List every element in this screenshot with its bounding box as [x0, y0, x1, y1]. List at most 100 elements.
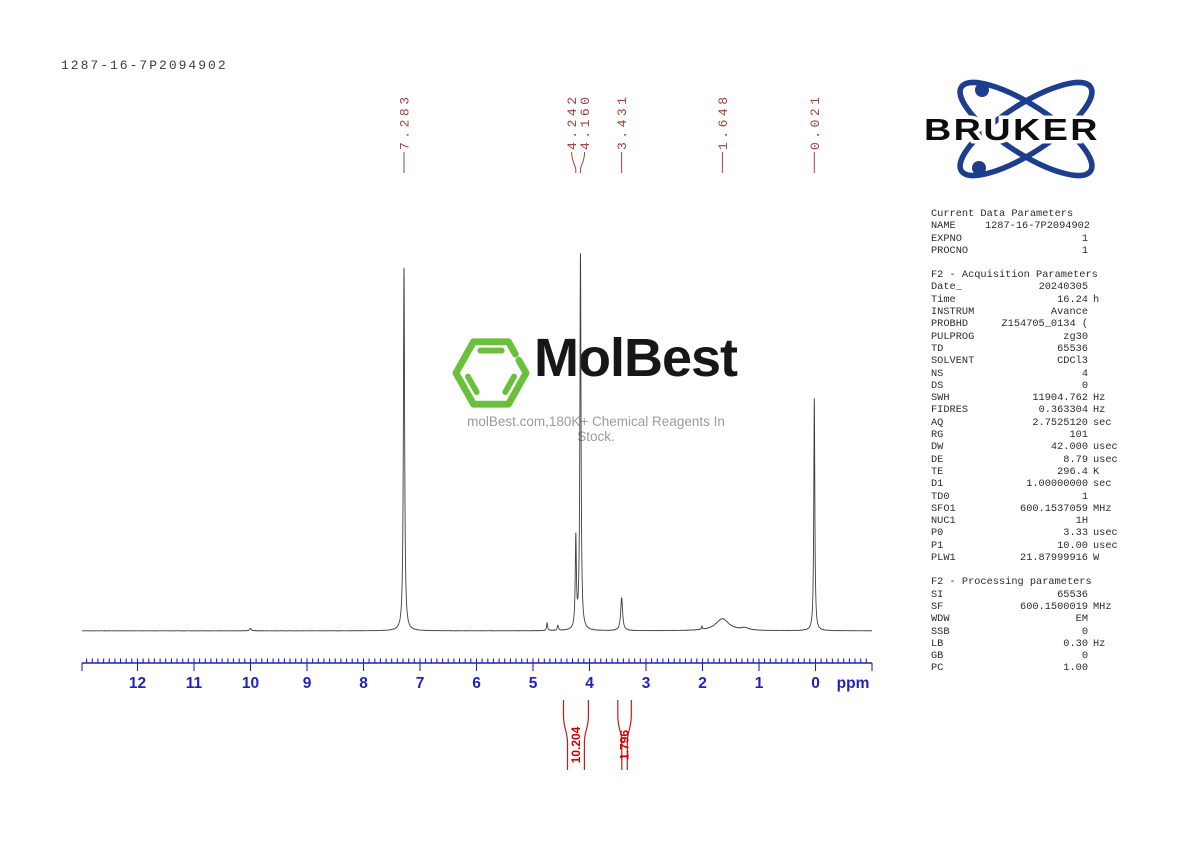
param-name: PULPROG [931, 330, 975, 343]
param-name: EXPNO [931, 232, 962, 245]
param-unit [1088, 662, 1130, 674]
param-row: NUC1 1H [931, 515, 1130, 527]
axis-tick-label: 4 [585, 675, 594, 692]
param-unit [1088, 233, 1130, 245]
peak-shift-label: 1.648 [716, 93, 731, 150]
axis-tick-label: 11 [186, 675, 203, 692]
axis-tick-label: 3 [642, 675, 651, 692]
param-row: NS 4 [931, 368, 1130, 380]
param-value: 16.24 [1057, 293, 1088, 306]
param-name: WDW [931, 613, 950, 626]
ppm-axis: 12 11 10 9 8 7 6 5 4 3 2 1 0 ppm [81, 658, 873, 692]
axis-unit-label: ppm [837, 675, 870, 692]
param-name: P0 [931, 527, 944, 540]
param-unit [1088, 318, 1130, 330]
param-unit [1088, 491, 1130, 503]
axis-tick-label: 7 [416, 675, 425, 692]
integral-bracket-right [626, 700, 632, 770]
param-value: 0 [1081, 379, 1088, 392]
param-row: PLW1 21.87999916 W [931, 552, 1130, 564]
param-value: 0.363304 [1038, 404, 1088, 417]
axis-tick-label: 10 [242, 675, 259, 692]
param-name: NUC1 [931, 515, 956, 528]
param-row: EXPNO 1 [931, 233, 1130, 245]
param-value: 2.7525120 [1032, 416, 1088, 429]
orbit-dot [975, 83, 989, 97]
param-value: 0 [1081, 650, 1088, 663]
param-value: 20240305 [1038, 281, 1088, 294]
param-value: 0.30 [1063, 637, 1088, 650]
param-row: TD 65536 [931, 343, 1130, 355]
param-unit [1088, 368, 1130, 380]
peak-tick-line [571, 151, 577, 173]
peak-shift-label: 3.431 [615, 93, 630, 150]
param-value: 1.00 [1063, 662, 1088, 675]
param-value: Z154705_0134 ( [1001, 318, 1088, 331]
param-value: 65536 [1057, 588, 1088, 601]
param-row: PROCNO 1 [931, 245, 1130, 257]
param-name: PROCNO [931, 244, 969, 257]
param-unit: MHz [1093, 600, 1112, 613]
param-row: Date_ 20240305 [931, 281, 1130, 293]
sample-id-title: 1287-16-7P2094902 [61, 58, 228, 73]
param-name: TE [931, 465, 944, 478]
param-unit: K [1093, 465, 1100, 478]
axis-tick-label: 12 [129, 675, 146, 692]
bruker-wordmark: BRUKER [924, 112, 1100, 147]
param-row: WDW EM [931, 613, 1130, 625]
param-name: TD [931, 342, 944, 355]
param-name: SF [931, 600, 944, 613]
param-name: NS [931, 367, 944, 380]
param-value: zg30 [1063, 330, 1088, 343]
param-unit: sec [1093, 416, 1112, 429]
integral-bracket-left [562, 700, 569, 770]
molbest-brand-text: MolBest [534, 328, 738, 388]
param-row: NAME 1287-16-7P2094902 [931, 220, 1130, 232]
param-row: DS 0 [931, 380, 1130, 392]
integral-bracket-left [617, 700, 623, 770]
param-row: GB 0 [931, 650, 1130, 662]
param-name: D1 [931, 478, 944, 491]
param-row: SI 65536 [931, 589, 1130, 601]
param-unit [1088, 245, 1130, 257]
axis-tick-label: 6 [472, 675, 481, 692]
param-section-header: F2 - Acquisition Parameters [931, 269, 1098, 282]
param-row: DE 8.79 usec [931, 454, 1130, 466]
param-unit [1090, 220, 1130, 232]
param-value: 1.00000000 [1026, 478, 1088, 491]
param-row: D1 1.00000000 sec [931, 478, 1130, 490]
param-value: 296.4 [1057, 465, 1088, 478]
param-section: F2 - Processing parameters SI 65536 SF 600.1… [931, 576, 1130, 674]
param-row: AQ 2.7525120 sec [931, 417, 1130, 429]
param-name: SFO1 [931, 502, 956, 515]
param-unit [1088, 281, 1130, 293]
param-name: PC [931, 662, 944, 675]
param-row: P0 3.33 usec [931, 527, 1130, 539]
param-name: FIDRES [931, 404, 969, 417]
param-unit: Hz [1093, 392, 1106, 405]
param-unit: sec [1093, 478, 1112, 491]
param-unit: usec [1093, 527, 1118, 540]
param-unit: h [1093, 293, 1100, 306]
param-value: CDCl3 [1057, 355, 1088, 368]
param-name: DS [931, 379, 944, 392]
param-unit [1088, 380, 1130, 392]
param-unit [1088, 429, 1130, 441]
param-value: 4 [1081, 367, 1088, 380]
param-value: 600.1537059 [1020, 502, 1088, 515]
param-unit: usec [1093, 441, 1118, 454]
parameters-panel: Current Data Parameters NAME 1287-16-7P209… [931, 208, 1130, 675]
axis-tick-label: 5 [529, 675, 538, 692]
param-unit [1088, 343, 1130, 355]
molbest-hexagon-icon [452, 338, 530, 408]
param-unit [1088, 355, 1130, 367]
param-value: 10.00 [1057, 539, 1088, 552]
param-row: LB 0.30 Hz [931, 638, 1130, 650]
param-value: 42.000 [1050, 441, 1088, 454]
param-name: SWH [931, 392, 950, 405]
param-section-header: F2 - Processing parameters [931, 576, 1092, 589]
param-unit [1088, 515, 1130, 527]
param-name: INSTRUM [931, 306, 975, 319]
